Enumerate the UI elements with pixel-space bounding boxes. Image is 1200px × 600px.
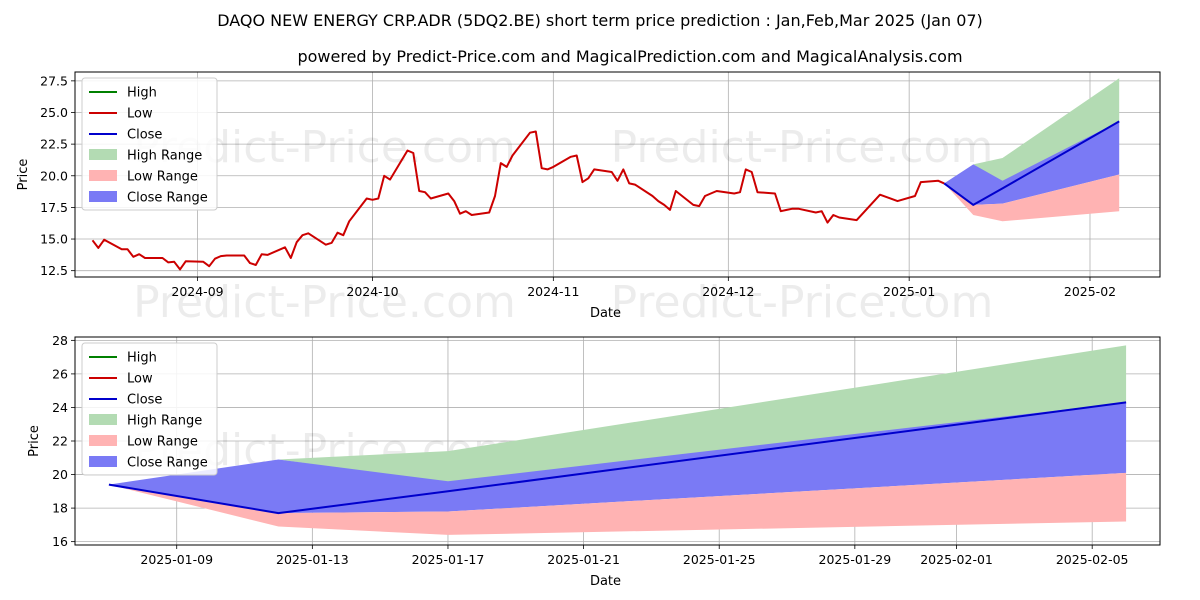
legend-swatch-high-range — [89, 414, 117, 425]
y-tick-label: 22.5 — [40, 137, 68, 152]
legend-label-close-range: Close Range — [127, 456, 208, 471]
legend-label-low: Low — [127, 372, 153, 387]
legend-swatch-low-range — [89, 435, 117, 446]
y-tick-label: 22 — [52, 434, 68, 449]
x-tick-label: 2025-01-25 — [683, 552, 756, 567]
legend-swatch-close-range — [89, 456, 117, 467]
y-tick-label: 24 — [52, 400, 68, 415]
y-tick-label: 20.0 — [40, 168, 68, 183]
y-tick-label: 16 — [52, 534, 68, 549]
close-price-line — [943, 120, 1120, 206]
x-tick-label: 2025-01-13 — [276, 552, 349, 567]
x-tick-label: 2025-02-05 — [1056, 552, 1129, 567]
legend-label-high-range: High Range — [127, 414, 202, 429]
legend-label-high: High — [127, 351, 157, 366]
plot-frame — [74, 71, 1161, 278]
legend-label-close: Close — [127, 128, 162, 143]
watermark-text: Predict-Price.com — [611, 122, 994, 173]
low-price-line — [91, 130, 945, 271]
legend-label-low-range: Low Range — [127, 435, 198, 450]
x-tick-label: 2025-01-09 — [140, 552, 213, 567]
plot-frame — [74, 336, 1161, 546]
watermark-text: Predict-Price.com — [133, 277, 516, 328]
x-tick-label: 2024-10 — [346, 284, 398, 299]
high-range-band — [944, 78, 1120, 184]
legend-swatch-high-range — [89, 149, 117, 160]
y-tick-label: 28 — [52, 333, 68, 348]
x-tick-label: 2024-11 — [527, 284, 579, 299]
y-tick-label: 27.5 — [40, 73, 68, 88]
y-tick-label: 25.0 — [40, 105, 68, 120]
legend-swatch-close-range — [89, 191, 117, 202]
legend-label-high: High — [127, 86, 157, 101]
low-range-band — [944, 174, 1120, 222]
x-tick-label: 2025-02-01 — [920, 552, 993, 567]
x-tick-label: 2025-01-17 — [412, 552, 485, 567]
y-tick-label: 15.0 — [40, 232, 68, 247]
x-tick-label: 2025-02 — [1064, 284, 1116, 299]
low-range-band — [108, 472, 1127, 535]
close-range-band — [944, 121, 1120, 205]
y-axis-label: Price — [27, 425, 42, 457]
x-tick-label: 2025-01 — [883, 284, 935, 299]
legend-label-close: Close — [127, 393, 162, 408]
y-tick-label: 18 — [52, 501, 68, 516]
y-tick-label: 26 — [52, 366, 68, 381]
x-tick-label: 2025-01-29 — [819, 552, 892, 567]
chart-title: DAQO NEW ENERGY CRP.ADR (5DQ2.BE) short … — [217, 11, 983, 30]
high-range-band — [108, 345, 1127, 485]
close-range-band — [108, 402, 1127, 514]
top-panel: 12.5 15.0 17.5 20.0 22.5 25.0 27.5 2024-09 2024-… — [16, 71, 1161, 328]
x-tick-label: 2024-12 — [702, 284, 754, 299]
legend-swatch-low-range — [89, 170, 117, 181]
legend-label-high-range: High Range — [127, 149, 202, 164]
legend-label-low-range: Low Range — [127, 170, 198, 185]
y-tick-label: 12.5 — [40, 263, 68, 278]
legend-label-low: Low — [127, 107, 153, 122]
y-tick-label: 20 — [52, 467, 68, 482]
x-tick-label: 2025-01-21 — [547, 552, 620, 567]
x-tick-label: 2024-09 — [171, 284, 223, 299]
close-price-line — [108, 401, 1127, 515]
watermark-text: Predict-Price.com — [611, 277, 994, 328]
y-axis-label: Price — [16, 159, 31, 191]
y-tick-label: 17.5 — [40, 200, 68, 215]
legend-label-close-range: Close Range — [127, 191, 208, 206]
chart-subtitle: powered by Predict-Price.com and Magical… — [297, 47, 962, 66]
bottom-panel: 16 18 20 22 24 26 28 2025-01-09 2025-01-13 2025-0… — [27, 333, 1161, 589]
x-axis-label: Date — [590, 306, 621, 321]
x-axis-label: Date — [590, 574, 621, 589]
